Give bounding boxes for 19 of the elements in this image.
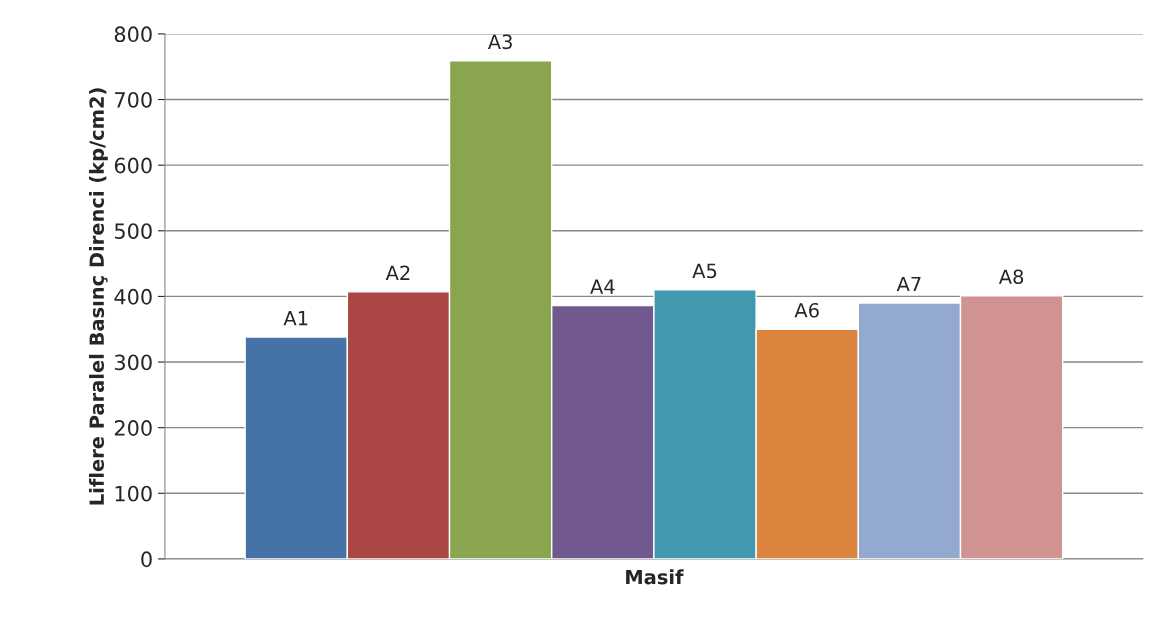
y-tick-label: 400 [114, 288, 152, 305]
y-tick-label: 300 [114, 354, 152, 371]
y-axis-title: Liflere Paralel Basınç Direnci (kp/cm2) [89, 88, 108, 505]
series-label: A2 [385, 265, 410, 280]
series-label: A5 [692, 263, 717, 279]
y-tick-label: 200 [114, 420, 152, 436]
x-axis-title: Masif [626, 569, 684, 585]
y-tick-label: 800 [114, 26, 152, 43]
series-label: A8 [998, 269, 1024, 285]
series-label: A4 [590, 279, 615, 294]
series-label: A1 [283, 311, 308, 326]
y-tick-label: 600 [114, 157, 152, 174]
y-tick-label: 700 [115, 91, 152, 108]
y-tick-label: 500 [114, 223, 152, 239]
series-label: A7 [896, 276, 921, 292]
y-tick-label: 0 [141, 551, 152, 568]
series-label: A3 [487, 34, 512, 50]
series-label: A6 [794, 302, 819, 318]
y-tick-label: 100 [115, 485, 152, 502]
